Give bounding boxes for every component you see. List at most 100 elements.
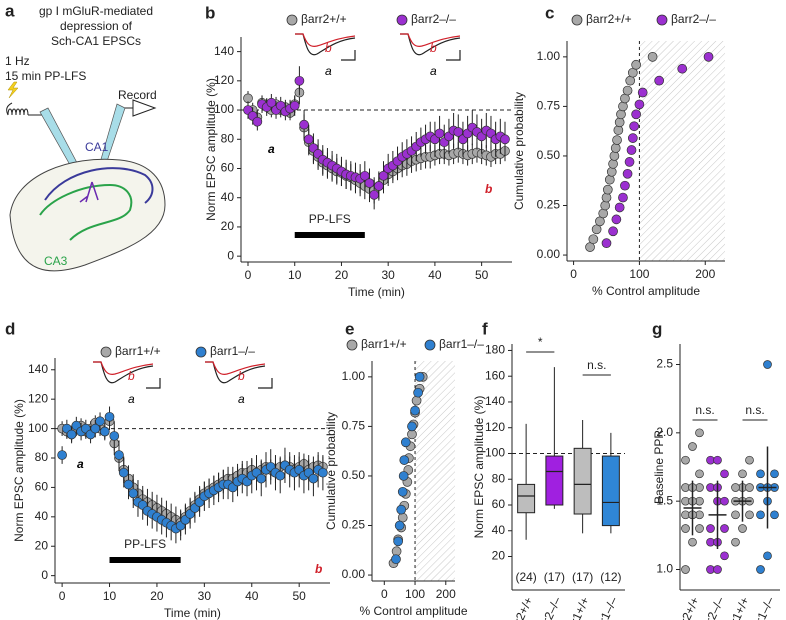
y-tick-label: 0.50 [537, 148, 561, 162]
y-tick-label: 0 [227, 248, 234, 262]
x-tick-label: 0 [570, 267, 577, 281]
y-tick-label: 100 [485, 446, 505, 460]
x-tick-label: βarr2+/+ [504, 595, 536, 620]
data-point [109, 431, 120, 441]
x-tick-label: βarr2–/– [695, 594, 727, 620]
diagram-title: depression of [60, 19, 133, 33]
y-tick-label: 1.0 [656, 562, 673, 576]
data-point [289, 100, 300, 111]
data-point [637, 87, 648, 98]
box [545, 455, 564, 506]
inset-label: a [128, 392, 135, 406]
data-point [745, 510, 754, 520]
inset-label: a [430, 64, 437, 78]
data-point [303, 134, 314, 145]
y-tick-label: 0 [41, 568, 48, 582]
y-tick-label: 60 [35, 480, 49, 494]
data-point [598, 208, 609, 219]
y-tick-label: 100 [214, 102, 234, 116]
legend-marker [100, 346, 112, 358]
data-point [620, 180, 630, 191]
data-point [114, 450, 124, 460]
data-point [770, 469, 779, 479]
data-point [600, 200, 611, 211]
data-point [745, 483, 754, 492]
data-point [407, 421, 417, 432]
y-tick-label: 20 [492, 549, 506, 563]
y-tick-label: 60 [221, 161, 235, 175]
data-point [681, 524, 690, 533]
insets [93, 33, 461, 389]
data-point [614, 202, 625, 213]
y-tick-label: 120 [485, 420, 505, 434]
legend-marker [571, 14, 583, 26]
data-point [399, 455, 410, 465]
data-point [706, 524, 715, 533]
data-point [770, 510, 779, 520]
data-point [695, 428, 704, 438]
data-point [397, 486, 408, 497]
legend-label: βarr2+/+ [301, 12, 347, 26]
box [517, 483, 536, 514]
record-label: Record [118, 88, 157, 102]
data-point [373, 181, 384, 191]
x-tick-label: 10 [103, 589, 117, 603]
data-point [631, 109, 641, 120]
data-point [720, 524, 729, 533]
region-label: CA3 [44, 254, 68, 268]
data-point [654, 75, 665, 86]
y-tick-label: 40 [35, 509, 49, 523]
data-point [626, 145, 637, 155]
data-point [622, 85, 633, 96]
data-point [681, 455, 690, 465]
stim-label: 15 min PP-LFS [5, 69, 86, 83]
x-axis-label: Time (min) [164, 606, 221, 620]
data-point [629, 121, 640, 132]
panel-letter: d [5, 319, 15, 338]
panel-letter: a [5, 1, 15, 20]
y-axis-label: Norm EPSC amplitude (%) [12, 399, 26, 542]
x-tick-label: 0 [245, 268, 252, 282]
n-label: (12) [600, 570, 621, 584]
data-point [614, 117, 625, 128]
x-tick-label: 40 [245, 589, 259, 603]
data-point [695, 524, 704, 533]
panel-letter: g [652, 319, 662, 338]
y-tick-label: 0.00 [342, 567, 366, 581]
hippocampus [9, 158, 166, 272]
inset-label: a [238, 392, 245, 406]
diagram-title: Sch-CA1 EPSCs [51, 34, 141, 48]
data-point [256, 473, 267, 484]
n-label: (24) [515, 570, 536, 584]
legend-marker [396, 14, 408, 26]
y-tick-label: 80 [492, 471, 506, 485]
data-point [128, 488, 139, 499]
data-point [612, 135, 622, 145]
data-point [602, 184, 613, 195]
data-point [713, 455, 722, 465]
data-point [294, 75, 305, 86]
annotation: b [315, 562, 322, 576]
data-point [738, 524, 747, 533]
y-tick-label: 160 [485, 368, 505, 382]
y-axis-label: Baseline PPR [652, 430, 666, 504]
data-point [601, 238, 612, 249]
amplifier [125, 99, 157, 117]
data-point [703, 52, 714, 62]
data-point [622, 168, 633, 179]
data-point [688, 537, 697, 547]
y-axis-label: Norm EPSC amplitude (%) [204, 78, 218, 221]
data-point [123, 479, 134, 490]
box [573, 447, 592, 515]
data-point [763, 360, 772, 369]
hatch-region [415, 361, 455, 581]
legend-label: βarr1–/– [210, 344, 255, 358]
significance-label: n.s. [695, 403, 714, 417]
y-tick-label: 1.00 [342, 369, 366, 383]
x-tick-label: 20 [335, 268, 349, 282]
x-tick-label: 100 [629, 267, 649, 281]
data-point [731, 483, 740, 492]
y-tick-label: 1.00 [537, 49, 561, 63]
y-axis-label: Cumulative probability [324, 412, 338, 530]
